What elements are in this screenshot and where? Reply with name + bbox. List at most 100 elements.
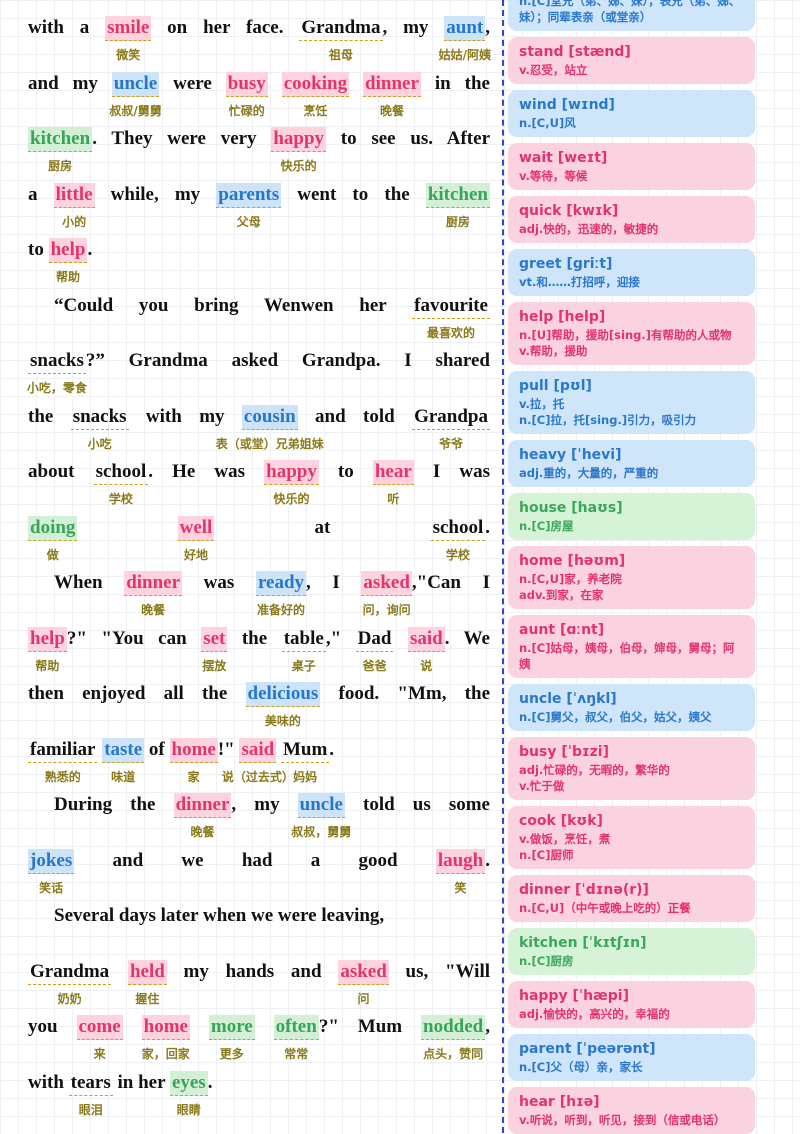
gloss: 摆放 <box>202 658 227 673</box>
vocab-word: ready 准备好的 <box>255 571 307 617</box>
text-run <box>123 1016 142 1037</box>
definition: n.[C]姑母，姨母，伯母，婶母，舅母；阿姨 <box>519 641 735 671</box>
text-line: then enjoyed all the delicious 美味的 food. … <box>28 681 491 728</box>
gloss: 握住 <box>135 991 160 1006</box>
text-run: ?" Mum <box>318 1016 422 1037</box>
text-run: . <box>87 239 93 260</box>
gloss: 最喜欢的 <box>427 325 476 340</box>
vocab-card: greet [griːt] vt.和……打招呼，迎接 <box>508 249 755 296</box>
vocab-word: Grandpa 爷爷 <box>412 405 490 451</box>
definition: v.拉，托 <box>519 397 565 411</box>
text-run <box>190 1016 209 1037</box>
gloss: 晚餐 <box>190 825 215 839</box>
text-line: about school 学校. He was happy 快乐的 to hear 听… <box>28 459 490 506</box>
text-run: went to the <box>281 183 426 205</box>
vocab-word: held 握住 <box>127 959 167 1006</box>
headword: stand [stænd] <box>519 44 631 60</box>
text-run: ?” Grandma asked Grandpa. I shared <box>85 350 490 371</box>
vocab-word: kitchen 厨房 <box>28 127 93 173</box>
text-run: you <box>28 1016 77 1037</box>
gloss: 妈妈 <box>293 769 318 784</box>
text-run: to <box>28 239 49 260</box>
gloss: 微笑 <box>116 48 141 62</box>
vocab-word: help 帮助 <box>28 626 67 673</box>
definition: adj.愉快的，高兴的，幸福的 <box>519 1007 670 1021</box>
gloss: 帮助 <box>35 658 60 673</box>
headword: hear [hɪə] <box>519 1094 600 1110</box>
definition: n.[C,U]家，养老院 <box>519 572 622 586</box>
text-run <box>111 961 128 982</box>
vocab-card: house [haʊs] n.[C]房屋 <box>508 493 755 540</box>
text-run: , I <box>306 572 362 593</box>
text-run: then enjoyed all the <box>28 683 246 704</box>
text-run: us, "Will <box>388 960 491 982</box>
vocab-word: said 说（过去式） <box>221 737 294 784</box>
gloss: 笑话 <box>39 880 64 895</box>
text-run <box>77 517 177 538</box>
vocab-word: delicious 美味的 <box>245 682 321 728</box>
gloss: 熟悉的 <box>44 769 81 784</box>
definition: n.[C]堂兄（弟、姊、妹），表兄（弟、姊、妹）；同辈表亲（或堂亲） <box>519 0 741 24</box>
gloss: 厨房 <box>445 214 470 229</box>
text-line: kitchen 厨房. They were very happy 快乐的 to se… <box>28 126 490 173</box>
gloss: 厨房 <box>48 159 73 173</box>
vocab-word: favourite 最喜欢的 <box>412 294 490 340</box>
gloss: 表（或堂）兄弟姐妹 <box>215 436 324 451</box>
text-run: with a <box>28 17 106 38</box>
text-run: , my <box>231 794 298 815</box>
definition: n.[C]拉，托[sing.]引力，吸引力 <box>519 413 697 427</box>
gloss: 家，回家 <box>141 1047 190 1061</box>
vocab-card: quick [kwɪk] adj.快的，迅速的，敏捷的 <box>508 196 755 243</box>
text-run: on her face. <box>151 17 300 38</box>
vocab-word: dinner 晚餐 <box>124 571 183 617</box>
text-run: Several days later when we were leaving, <box>54 905 385 926</box>
text-run: the <box>28 405 71 427</box>
text-run: at <box>214 516 431 538</box>
text-line: Grandma 奶奶 held 握住 my hands and asked 问 us,… <box>28 959 491 1006</box>
text-run: . <box>329 738 335 760</box>
headword: heavy [ˈhevi] <box>519 447 622 463</box>
definition: n.[C]房屋 <box>519 519 574 533</box>
vocab-word: uncle 叔叔/舅舅 <box>109 71 162 118</box>
text-run: , <box>485 1016 490 1037</box>
definition: v.忍受，站立 <box>519 63 588 77</box>
vocab-card: dinner [ˈdɪnə(r)] n.[C,U]（中午或晚上吃的）正餐 <box>508 875 755 922</box>
gloss: 美味的 <box>264 714 301 728</box>
text-run: . They were very <box>92 128 272 149</box>
definition: v.帮助，援助 <box>519 344 588 358</box>
definition: n.[U]帮助，援助[sing.]有帮助的人或物 <box>519 328 732 342</box>
definition: n.[C,U]风 <box>519 116 576 130</box>
text-run: told us some <box>344 794 490 815</box>
text-line: jokes 笑话 and we had a good laugh 笑. <box>28 848 490 895</box>
definition: v.等待，等候 <box>519 169 588 183</box>
gloss: 眼泪 <box>78 1102 103 1117</box>
vocab-word: set 摆放 <box>201 626 228 673</box>
gloss: 家 <box>187 769 200 784</box>
vocab-card: n.[C]堂兄（弟、姊、妹），表兄（弟、姊、妹）；同辈表亲（或堂亲） <box>508 0 755 31</box>
text-line: and my uncle 叔叔/舅舅 were busy 忙碌的 cooking 烹饪… <box>28 71 490 118</box>
vocab-word: home 家 <box>169 737 218 784</box>
vocab-word: school 学校 <box>93 461 149 506</box>
vocab-word: snacks 小吃 <box>70 405 129 451</box>
gloss: 问，询问 <box>362 603 411 617</box>
text-run: food. "Mm, the <box>320 683 491 704</box>
vocab-word: taste 味道 <box>102 737 145 784</box>
text-run: my hands and <box>166 960 339 982</box>
vocab-word: help 帮助 <box>48 238 88 284</box>
gloss: 学校 <box>445 547 470 562</box>
vocab-word: doing 做 <box>28 515 78 562</box>
gloss: 奶奶 <box>57 991 82 1006</box>
text-run: with my <box>128 405 242 427</box>
vocab-card: aunt [ɑːnt] n.[C]姑母，姨母，伯母，婶母，舅母；阿姨 <box>508 615 755 678</box>
text-run: . We <box>444 627 490 649</box>
vocab-card: kitchen [ˈkɪtʃɪn] n.[C]厨房 <box>508 928 755 975</box>
definition: v.听说，听到，听见，接到（信或电话） <box>519 1113 726 1127</box>
gloss: 眼睛 <box>176 1102 201 1117</box>
passage: with a smile 微笑 on her face. Grandma 祖母, m… <box>27 16 491 1117</box>
text-line: to help 帮助. <box>28 237 490 284</box>
definition: adj.重的，大量的，严重的 <box>519 466 659 480</box>
definition: n.[C]舅父，叔父，伯父，姑父，姨父 <box>519 710 712 724</box>
vocab-word: asked 问，询问 <box>361 571 412 617</box>
vocab-word: home 家，回家 <box>141 1015 190 1061</box>
vocab-word: parents 父母 <box>216 182 282 229</box>
